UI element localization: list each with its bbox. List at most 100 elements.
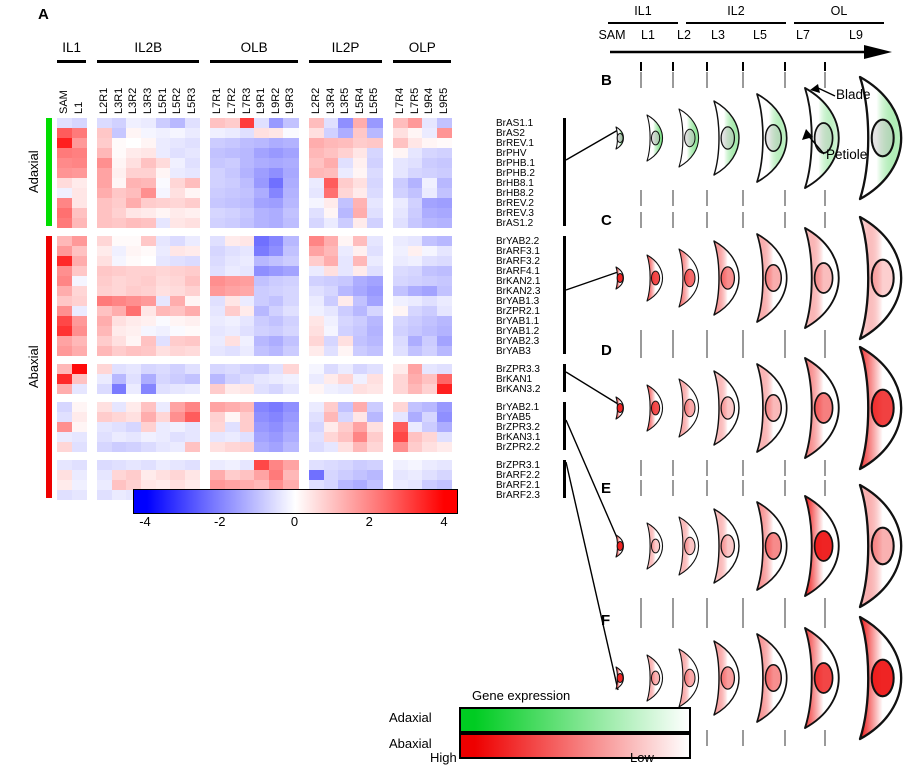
- heatmap-cell: [367, 346, 383, 357]
- timeline-tick: [824, 62, 826, 71]
- heatmap-cell: [155, 256, 171, 267]
- heatmap-cell: [57, 208, 73, 219]
- heatmap-cell: [184, 256, 200, 267]
- timeline-tick: [706, 62, 708, 71]
- heatmap-cell: [268, 286, 284, 297]
- heatmap-cell: [436, 374, 452, 385]
- heatmap-cell: [170, 296, 186, 307]
- heatmap-cell: [393, 442, 409, 453]
- heatmap-cell: [352, 460, 368, 471]
- heatmap-cell: [436, 316, 452, 327]
- heatmap-cell: [184, 346, 200, 357]
- heatmap-cell: [436, 442, 452, 453]
- heatmap-cell: [323, 326, 339, 337]
- heatmap-cell: [323, 422, 339, 433]
- heatmap-cell: [393, 276, 409, 287]
- heatmap-cell: [57, 168, 73, 179]
- heatmap-cell: [323, 296, 339, 307]
- heatmap-cell: [309, 364, 325, 375]
- heatmap-cell: [367, 208, 383, 219]
- heatmap-cell: [239, 384, 255, 395]
- heatmap-cell: [323, 118, 339, 129]
- heatmap-cell: [254, 178, 270, 189]
- heatmap-cell: [352, 208, 368, 219]
- stage-guide-dash: [824, 460, 826, 476]
- heatmap-cell: [97, 326, 113, 337]
- heatmap-cell: [254, 118, 270, 129]
- heatmap-cell: [126, 286, 142, 297]
- heatmap-cell: [155, 470, 171, 481]
- gene-label-brzpr2.2: BrZPR2.2: [496, 441, 540, 453]
- heatmap-cell: [323, 460, 339, 471]
- heatmap-cell: [283, 364, 299, 375]
- heatmap-cell: [323, 188, 339, 199]
- heatmap-cell: [111, 316, 127, 327]
- heatmap-cell: [126, 470, 142, 481]
- heatmap-cell: [436, 266, 452, 277]
- heatmap-cell: [111, 266, 127, 277]
- heatmap-cell: [352, 336, 368, 347]
- heatmap-cell: [338, 178, 354, 189]
- heatmap-cell: [239, 218, 255, 229]
- heatmap-cell: [170, 384, 186, 395]
- stage-guide-dash: [706, 72, 708, 88]
- heatmap-cell: [239, 460, 255, 471]
- heatmap-cell: [367, 158, 383, 169]
- heatmap-cell: [268, 256, 284, 267]
- column-group-bar-il2p: [309, 60, 382, 63]
- heatmap-cell: [97, 316, 113, 327]
- heatmap-cell: [323, 128, 339, 139]
- heatmap-cell: [407, 236, 423, 247]
- heatmap-cell: [239, 442, 255, 453]
- leaf-petiole-shape: [813, 662, 834, 694]
- heatmap-cell: [338, 158, 354, 169]
- stage-guide-dash: [706, 480, 708, 496]
- heatmap-cell: [57, 470, 73, 481]
- stage-guide-dash: [824, 730, 826, 746]
- heatmap-cell: [210, 470, 226, 481]
- heatmap-cell: [393, 266, 409, 277]
- heatmap-cell: [393, 168, 409, 179]
- heatmap-cell: [422, 316, 438, 327]
- heatmap-cell: [338, 128, 354, 139]
- leaf-blade-shape: [858, 483, 903, 609]
- heatmap-cell: [225, 168, 241, 179]
- heatmap-cell: [97, 168, 113, 179]
- heatmap-cell: [210, 442, 226, 453]
- heatmap-cell: [352, 286, 368, 297]
- gene-label-brphv: BrPHV: [496, 147, 527, 159]
- gene-label-brarf2.1: BrARF2.1: [496, 479, 540, 491]
- heatmap-cell: [254, 128, 270, 139]
- gene-group-bracket: [563, 118, 566, 226]
- heatmap-cell: [71, 422, 87, 433]
- heatmap-cell: [352, 198, 368, 209]
- heatmap-cell: [367, 178, 383, 189]
- leaf-blade-shape: [713, 370, 740, 446]
- heatmap-cell: [141, 384, 157, 395]
- heatmap-cell: [170, 276, 186, 287]
- heatmap-cell: [367, 422, 383, 433]
- heatmap-cell: [71, 188, 87, 199]
- stage-guide-dash: [824, 598, 826, 614]
- gene-label-bryab2.2: BrYAB2.2: [496, 235, 540, 247]
- heatmap-cell: [268, 432, 284, 443]
- heatmap-cell: [283, 374, 299, 385]
- heatmap-cell: [367, 286, 383, 297]
- heatmap-cell: [97, 336, 113, 347]
- heatmap-cell: [367, 480, 383, 491]
- heatmap-cell: [338, 480, 354, 491]
- heatmap-cell: [436, 118, 452, 129]
- stage-guide-dash: [784, 612, 786, 628]
- heatmap-cell: [268, 188, 284, 199]
- heatmap-cell: [436, 432, 452, 443]
- heatmap-cell: [239, 198, 255, 209]
- stage-guide-dash: [824, 342, 826, 358]
- heatmap-cell: [184, 422, 200, 433]
- heatmap-cell: [71, 178, 87, 189]
- heatmap-cell: [323, 316, 339, 327]
- leaf-petiole-shape: [870, 526, 895, 566]
- heatmap-cell: [268, 138, 284, 149]
- heatmap-cell: [436, 480, 452, 491]
- heatmap-cell: [422, 432, 438, 443]
- heatmap-cell: [57, 422, 73, 433]
